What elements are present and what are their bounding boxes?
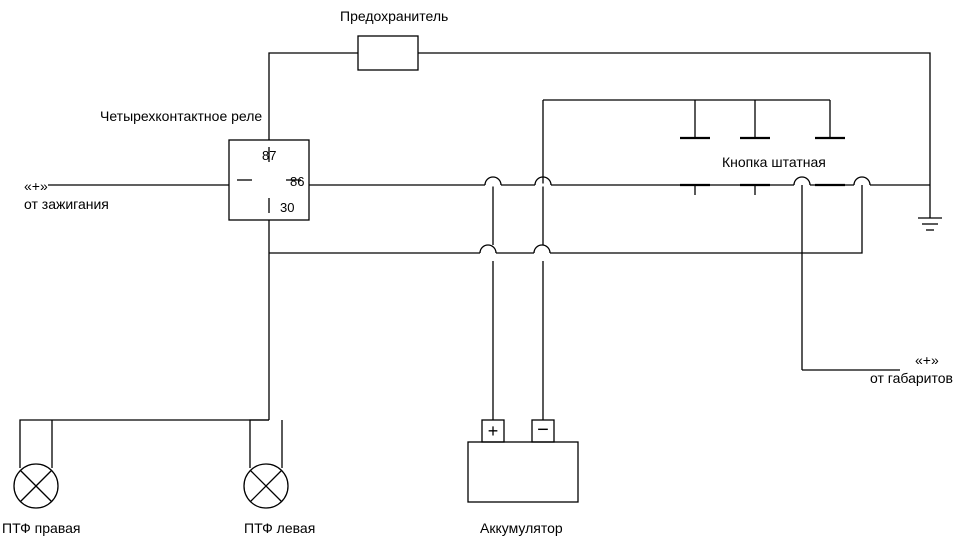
label-pin86: 86 — [290, 174, 304, 189]
label-button: Кнопка штатная — [722, 154, 826, 170]
wire-mid-seg-c — [550, 195, 862, 253]
wire-to-lamp-left — [250, 420, 269, 468]
label-ignition-plus: «+» — [24, 178, 48, 194]
label-pin87: 87 — [262, 148, 276, 163]
battery-plus-sign: + — [488, 421, 499, 441]
label-pin30: 30 — [280, 200, 294, 215]
label-lights-plus: «+» — [915, 352, 939, 368]
wire-to-lamp-right — [20, 420, 269, 468]
wiring-diagram: + − — [0, 0, 960, 558]
label-ptf-left: ПТФ левая — [244, 520, 315, 536]
hop-mid-2 — [534, 245, 550, 253]
battery-minus-sign: − — [537, 419, 549, 441]
label-battery: Аккумулятор — [480, 520, 563, 536]
hop-mid-1 — [480, 245, 496, 253]
label-ptf-right: ПТФ правая — [2, 520, 80, 536]
wire-relay87-to-fuse — [269, 53, 358, 140]
wire-fuse-right-down — [418, 53, 930, 185]
fuse-box — [358, 36, 418, 70]
label-fuse: Предохранитель — [340, 8, 448, 24]
label-ignition-text: от зажигания — [24, 196, 109, 212]
label-relay: Четырехконтактное реле — [100, 108, 262, 124]
hop-1 — [854, 177, 870, 185]
label-lights-text: от габаритов — [870, 370, 953, 386]
hop-2 — [794, 177, 810, 185]
battery-box — [468, 442, 578, 502]
